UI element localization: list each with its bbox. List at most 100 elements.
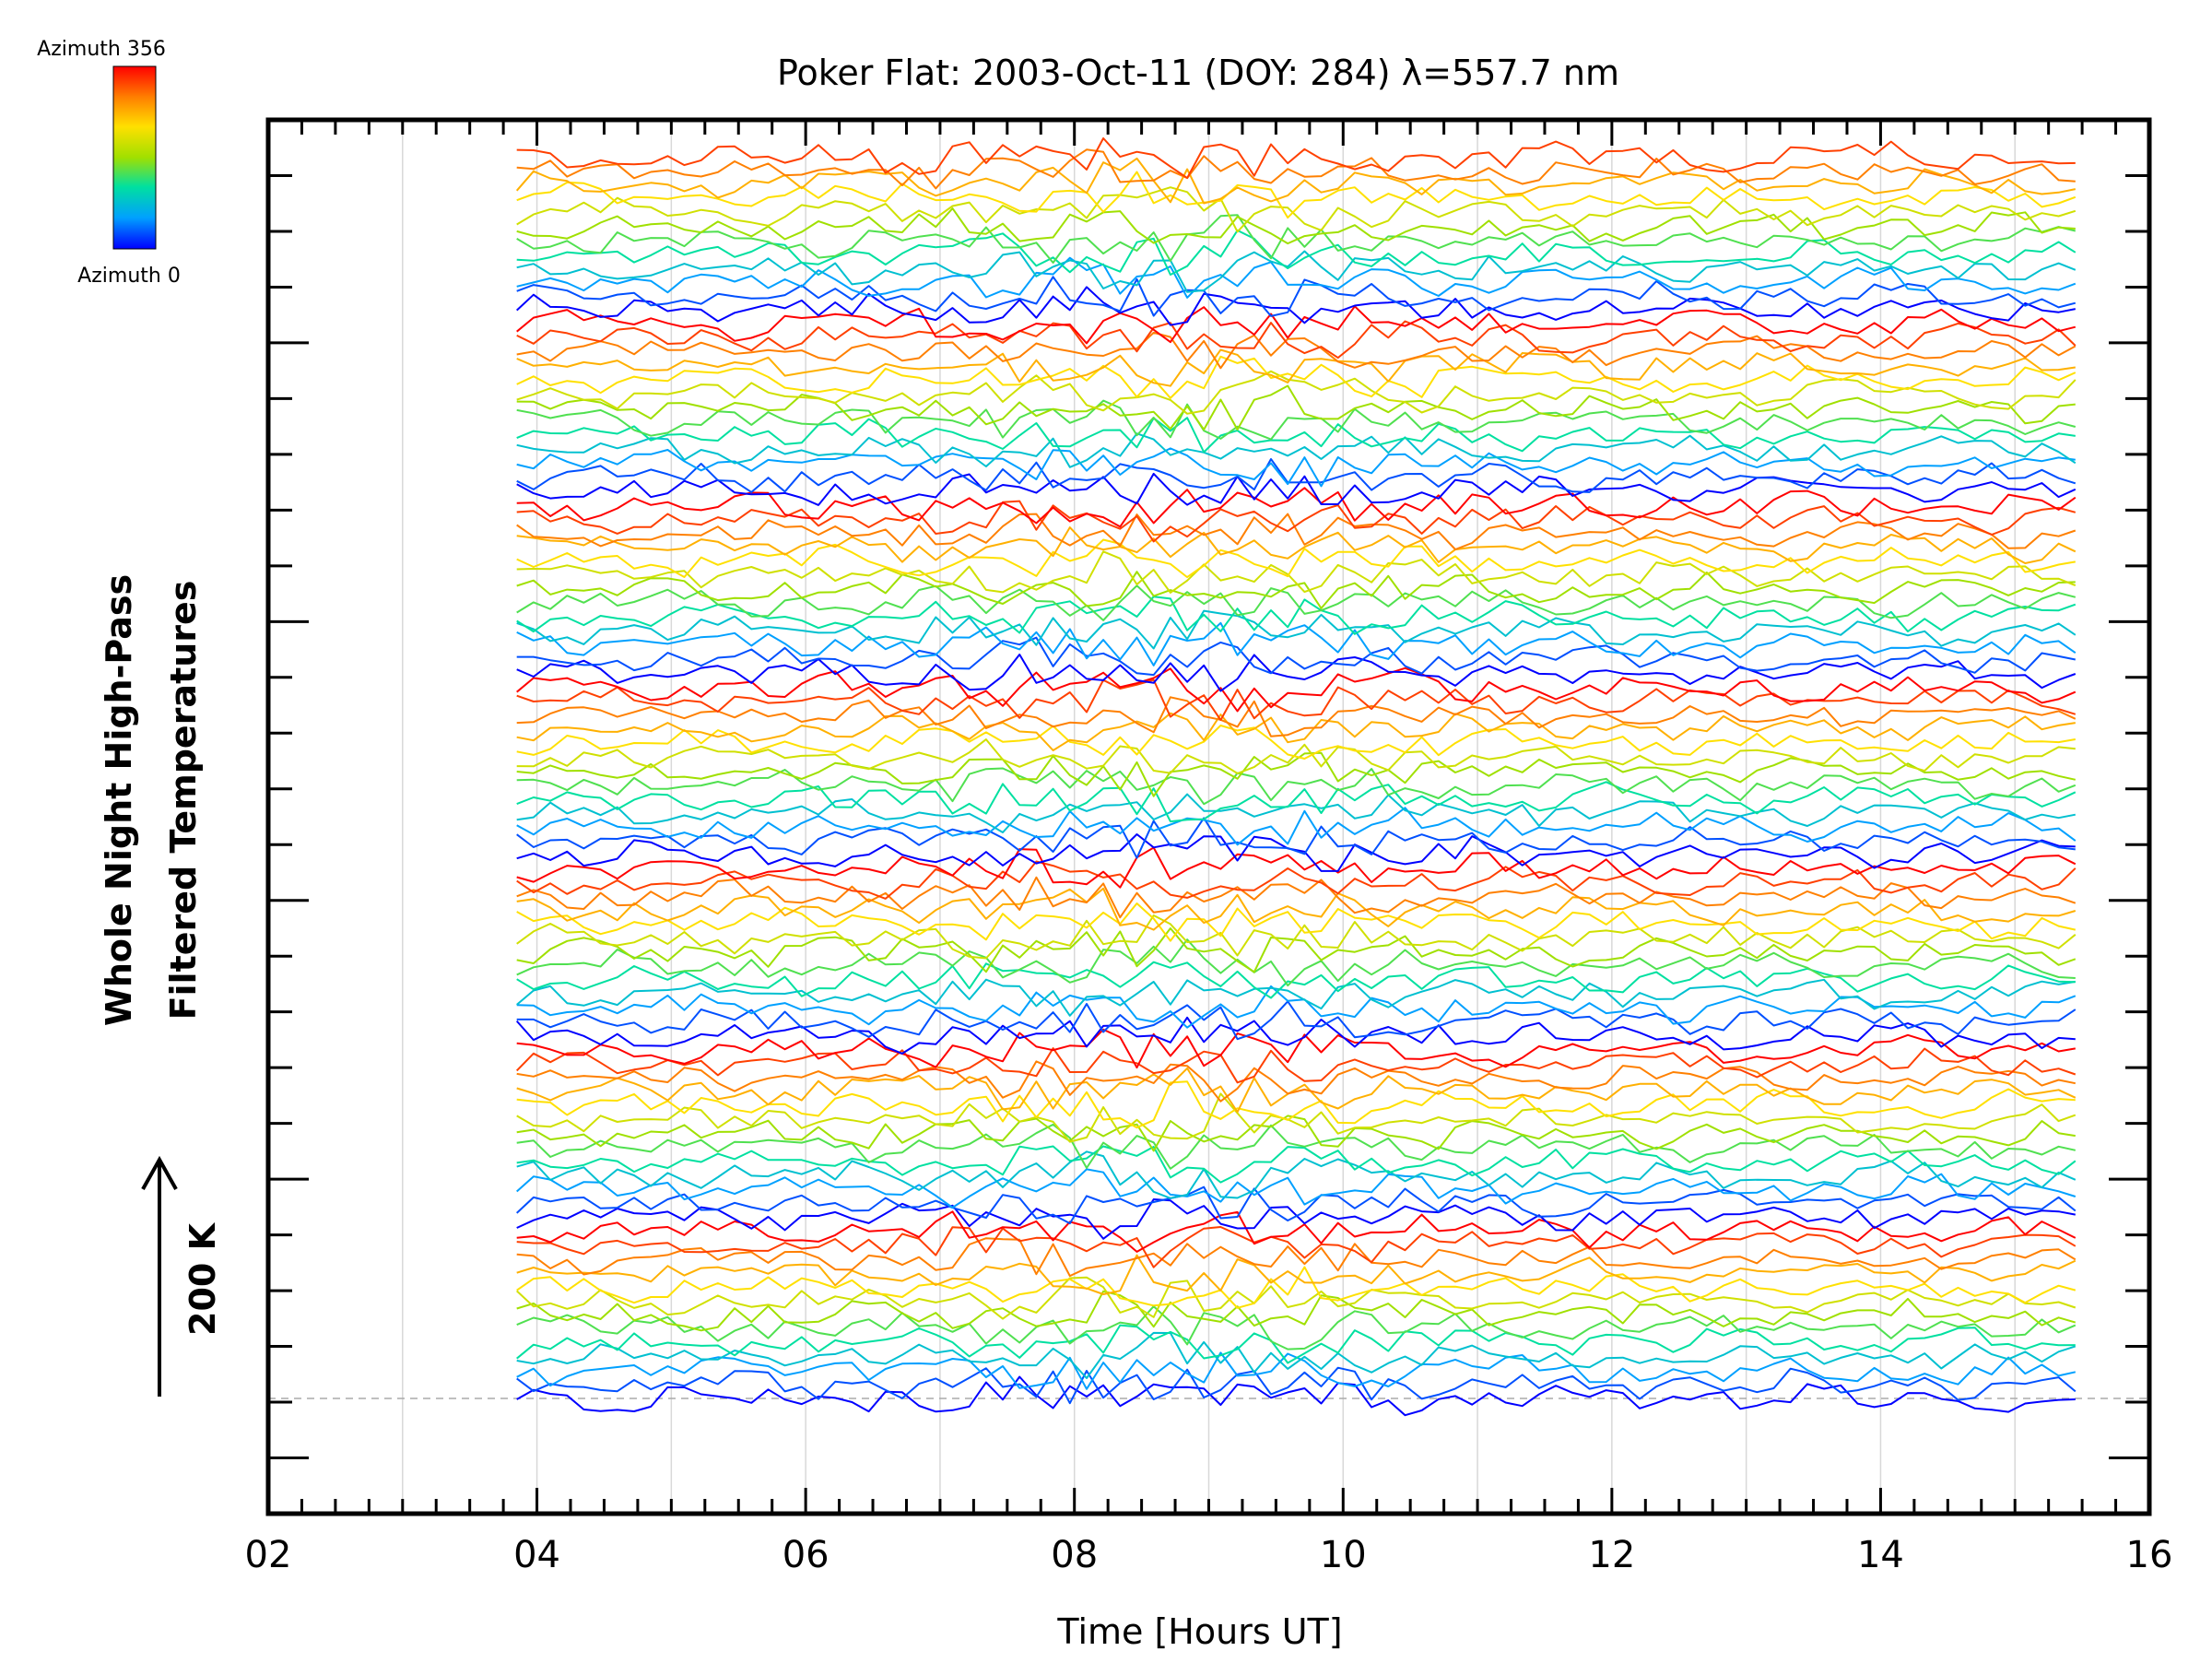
trace-line (516, 229, 2077, 276)
trace-line (516, 876, 2077, 919)
trace-line (516, 1254, 2077, 1295)
trace-line (516, 1324, 2076, 1364)
trace-line (516, 432, 2077, 468)
trace-line (516, 846, 2077, 889)
trace-line (516, 1123, 2077, 1170)
x-tick-label: 14 (1857, 1534, 1904, 1576)
trace-line (516, 538, 2076, 579)
trace-line (516, 1092, 2077, 1143)
trace-line (516, 513, 2077, 550)
trace-line (516, 985, 2077, 1029)
trace-line (516, 1168, 2077, 1209)
trace-line (516, 609, 2077, 650)
trace-line (516, 526, 2077, 564)
trace-line (516, 767, 2077, 806)
trace-line (516, 1185, 2077, 1225)
trace-line (516, 781, 2077, 823)
colorbar-top-label: Azimuth 356 (37, 38, 166, 61)
trace-line (516, 1305, 2077, 1350)
trace-line (516, 1060, 2076, 1103)
trace-line (516, 666, 2077, 713)
trace-line (516, 355, 2077, 399)
trace-line (516, 286, 2076, 326)
x-tick-label: 04 (513, 1534, 560, 1576)
trace-line (516, 1366, 2077, 1405)
trace-line (516, 1266, 2077, 1309)
trace-line (516, 571, 2076, 609)
trace-line (516, 1237, 2077, 1278)
trace-line (516, 276, 2077, 317)
trace-line (516, 214, 2077, 264)
trace-line (516, 305, 2077, 345)
trace-line (516, 1375, 2076, 1417)
trace-line (516, 320, 2077, 360)
trace-line (516, 1331, 2077, 1379)
trace-line (516, 500, 2077, 543)
trace-line (516, 186, 2077, 233)
trace-line (516, 961, 2076, 999)
trace-line (516, 1000, 2077, 1041)
trace-line (516, 447, 2076, 488)
trace-line (516, 596, 2077, 635)
trace-line (516, 1210, 2077, 1253)
x-tick-label: 10 (1320, 1534, 1367, 1576)
trace-line (516, 887, 2077, 931)
trace-line (516, 678, 2077, 722)
trace-line (516, 751, 2077, 797)
trace-line (516, 860, 2077, 900)
trace-line (516, 793, 2076, 833)
trace-line (516, 712, 2076, 751)
x-tick-label: 02 (245, 1534, 292, 1576)
trace-line (516, 1080, 2076, 1129)
trace-line (516, 472, 2077, 506)
y-axis-label-line1: Whole Night High-Pass (99, 574, 139, 1026)
trace-line (516, 1028, 2076, 1069)
trace-line (516, 250, 2077, 293)
trace-line (516, 584, 2077, 621)
chart-title: Poker Flat: 2003-Oct-11 (DOY: 284) λ=557… (777, 53, 1619, 93)
trace-line (516, 696, 2077, 737)
trace-line (516, 1115, 2076, 1152)
scale-bar-label: 200 K (182, 1221, 223, 1336)
trace-line (515, 1047, 2077, 1084)
trace-line (516, 171, 2077, 219)
trace-line (515, 1016, 2076, 1055)
trace-line (515, 157, 2076, 205)
trace-line (516, 1150, 2077, 1199)
trace-line (516, 384, 2076, 430)
trace-line (516, 256, 2077, 299)
y-axis-label-line2: Filtered Temperatures (163, 581, 204, 1020)
trace-line (516, 550, 2077, 594)
trace-line (516, 417, 2076, 454)
trace-line (516, 654, 2077, 692)
trace-line (516, 148, 2076, 190)
trace-line (516, 738, 2076, 774)
trace-line (516, 458, 2077, 493)
trace-line (516, 938, 2076, 987)
x-axis-label: Time [Hours UT] (1056, 1611, 1342, 1652)
x-tick-label: 08 (1051, 1534, 1098, 1576)
trace-line (516, 207, 2076, 245)
trace-line (516, 1226, 2077, 1268)
trace-line (516, 1067, 2077, 1114)
trace-line (516, 331, 2077, 370)
trace-line (516, 978, 2076, 1017)
colorbar-bottom-label: Azimuth 0 (77, 265, 181, 288)
azimuth-colorbar (112, 65, 157, 250)
trace-line (516, 833, 2076, 872)
trace-line (516, 370, 2077, 415)
trace-line (516, 902, 2077, 942)
trace-line (516, 927, 2077, 973)
scale-arrow (141, 1155, 178, 1397)
trace-line (516, 348, 2076, 387)
x-tick-label: 06 (782, 1534, 830, 1576)
trace-line (516, 636, 2076, 677)
x-tick-label: 12 (1588, 1534, 1635, 1576)
traces (515, 137, 2077, 1417)
trace-line (516, 137, 2076, 180)
x-tick-label: 16 (2126, 1534, 2173, 1576)
trace-line (516, 487, 2077, 528)
trace-line (516, 725, 2076, 760)
trace-line (516, 817, 2076, 859)
